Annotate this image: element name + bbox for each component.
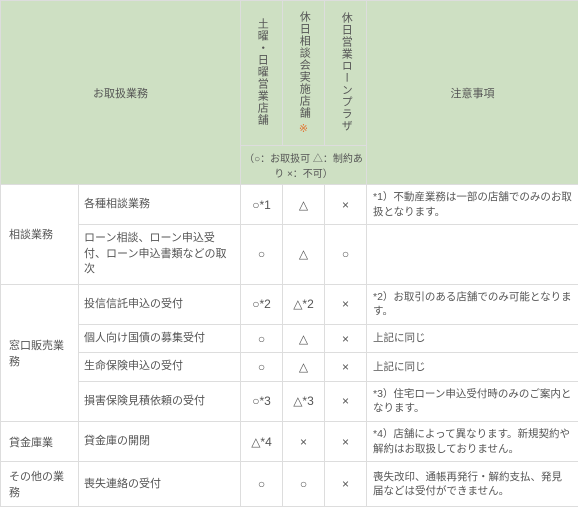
note-cell: *4）店舗によって異なります。新規契約や解約はお取扱しておりません。 bbox=[367, 422, 578, 462]
table-row: 個人向け国債の募集受付○△×上記に同じ bbox=[1, 324, 578, 352]
mark-cell: ○ bbox=[241, 225, 283, 284]
legend-cell: （○：お取扱可 △：制約あり ×：不可） bbox=[241, 146, 367, 185]
note-cell: 上記に同じ bbox=[367, 324, 578, 352]
mark-cell: × bbox=[325, 422, 367, 462]
category-cell: その他の業務 bbox=[1, 462, 79, 507]
mark-cell: × bbox=[325, 324, 367, 352]
desc-cell: ローン相談、ローン申込受付、ローン申込書類などの取次 bbox=[79, 225, 241, 284]
service-table: お取扱業務 土曜・日曜営業店舗 休日相談会実施店舗※ 休日営業ローンプラザ 注意… bbox=[0, 0, 578, 507]
note-cell: *2）お取引のある店舗でのみ可能となります。 bbox=[367, 284, 578, 324]
mark-cell: ○ bbox=[241, 462, 283, 507]
table-row: 損害保険見積依頼の受付○*3△*3×*3）住宅ローン申込受付時のみのご案内となり… bbox=[1, 381, 578, 421]
desc-cell: 投信信託申込の受付 bbox=[79, 284, 241, 324]
mark-cell: △ bbox=[283, 353, 325, 381]
header-col2: 休日相談会実施店舗※ bbox=[283, 1, 325, 146]
header-col1: 土曜・日曜営業店舗 bbox=[241, 1, 283, 146]
mark-cell: ○*1 bbox=[241, 185, 283, 225]
mark-cell: × bbox=[325, 284, 367, 324]
header-row: お取扱業務 土曜・日曜営業店舗 休日相談会実施店舗※ 休日営業ローンプラザ 注意… bbox=[1, 1, 578, 146]
mark-cell: × bbox=[325, 185, 367, 225]
desc-cell: 喪失連絡の受付 bbox=[79, 462, 241, 507]
mark-cell: △*2 bbox=[283, 284, 325, 324]
table-row: 相談業務各種相談業務○*1△×*1）不動産業務は一部の店舗でのみのお取扱となりま… bbox=[1, 185, 578, 225]
mark-cell: × bbox=[325, 353, 367, 381]
desc-cell: 貸金庫の開閉 bbox=[79, 422, 241, 462]
mark-cell: ○ bbox=[283, 462, 325, 507]
header-col3: 休日営業ローンプラザ bbox=[325, 1, 367, 146]
desc-cell: 生命保険申込の受付 bbox=[79, 353, 241, 381]
table-row: 窓口販売業務投信信託申込の受付○*2△*2×*2）お取引のある店舗でのみ可能とな… bbox=[1, 284, 578, 324]
mark-cell: △ bbox=[283, 185, 325, 225]
category-cell: 貸金庫業 bbox=[1, 422, 79, 462]
note-cell: *1）不動産業務は一部の店舗でのみのお取扱となります。 bbox=[367, 185, 578, 225]
table-row: 生命保険申込の受付○△×上記に同じ bbox=[1, 353, 578, 381]
mark-cell: △*4 bbox=[241, 422, 283, 462]
table-row: 貸金庫業貸金庫の開閉△*4××*4）店舗によって異なります。新規契約や解約はお取… bbox=[1, 422, 578, 462]
desc-cell: 個人向け国債の募集受付 bbox=[79, 324, 241, 352]
table-row: その他の業務喪失連絡の受付○○×喪失改印、通帳再発行・解約支払、発見届などは受付… bbox=[1, 462, 578, 507]
table-row: ローン相談、ローン申込受付、ローン申込書類などの取次○△○ bbox=[1, 225, 578, 284]
star-mark: ※ bbox=[299, 123, 308, 135]
note-cell: 喪失改印、通帳再発行・解約支払、発見届などは受付ができません。 bbox=[367, 462, 578, 507]
mark-cell: × bbox=[325, 462, 367, 507]
desc-cell: 各種相談業務 bbox=[79, 185, 241, 225]
mark-cell: ○ bbox=[241, 324, 283, 352]
category-cell: 窓口販売業務 bbox=[1, 284, 79, 422]
mark-cell: △ bbox=[283, 324, 325, 352]
mark-cell: × bbox=[325, 381, 367, 421]
mark-cell: △*3 bbox=[283, 381, 325, 421]
note-cell: 上記に同じ bbox=[367, 353, 578, 381]
mark-cell: ○*2 bbox=[241, 284, 283, 324]
mark-cell: ○ bbox=[241, 353, 283, 381]
header-service: お取扱業務 bbox=[1, 1, 241, 185]
mark-cell: ○*3 bbox=[241, 381, 283, 421]
header-notes: 注意事項 bbox=[367, 1, 578, 185]
note-cell bbox=[367, 225, 578, 284]
mark-cell: × bbox=[283, 422, 325, 462]
note-cell: *3）住宅ローン申込受付時のみのご案内となります。 bbox=[367, 381, 578, 421]
mark-cell: △ bbox=[283, 225, 325, 284]
category-cell: 相談業務 bbox=[1, 185, 79, 285]
desc-cell: 損害保険見積依頼の受付 bbox=[79, 381, 241, 421]
mark-cell: ○ bbox=[325, 225, 367, 284]
